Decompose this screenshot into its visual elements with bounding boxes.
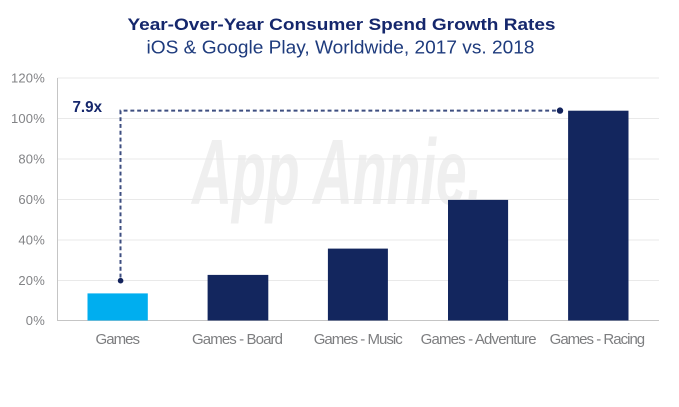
svg-text:100%: 100% [11, 111, 45, 126]
svg-text:iOS & Google Play, Worldwide,: iOS & Google Play, Worldwide, 2017 vs. 2… [147, 37, 535, 58]
svg-text:60%: 60% [18, 192, 45, 207]
svg-text:Year-Over-Year Consumer Spend: Year-Over-Year Consumer Spend Growth Rat… [128, 15, 556, 34]
svg-text:Games - Adventure: Games - Adventure [421, 331, 537, 348]
svg-text:7.9x: 7.9x [73, 99, 103, 116]
svg-text:20%: 20% [18, 273, 45, 288]
svg-text:App Annie.: App Annie. [191, 120, 482, 224]
svg-text:Games - Board: Games - Board [192, 331, 283, 348]
svg-text:Games - Racing: Games - Racing [550, 331, 646, 348]
svg-text:80%: 80% [18, 152, 45, 167]
svg-text:0%: 0% [26, 313, 45, 328]
svg-text:Games: Games [96, 331, 141, 348]
svg-text:Games - Music: Games - Music [314, 331, 404, 348]
svg-text:120%: 120% [11, 71, 45, 86]
svg-text:40%: 40% [18, 233, 45, 248]
